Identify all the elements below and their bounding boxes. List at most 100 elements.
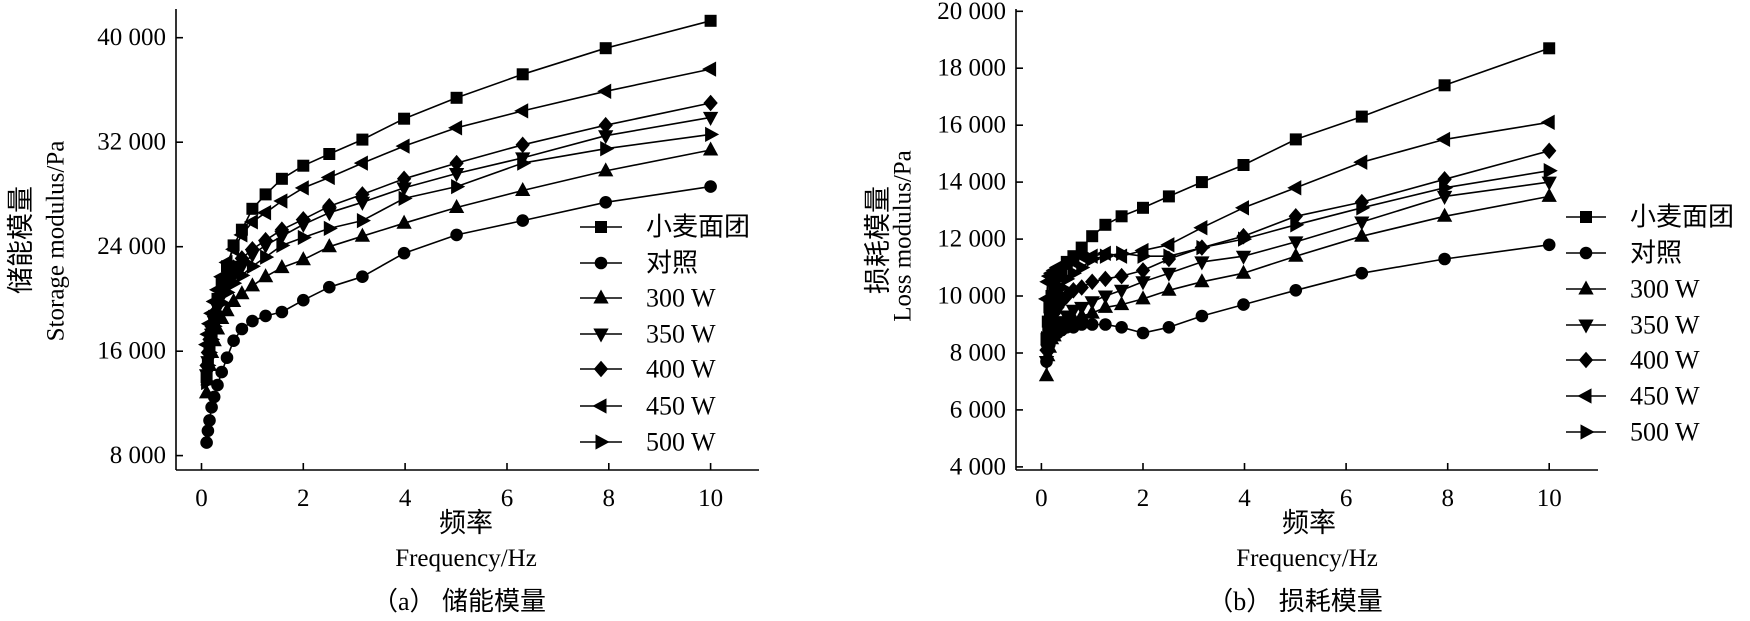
data-point-circle: [323, 280, 336, 294]
data-point-triangle-up: [274, 259, 290, 274]
data-point-triangle-up: [702, 141, 719, 156]
data-point-triangle-right: [705, 126, 720, 143]
data-point-triangle-down: [1059, 310, 1075, 325]
data-point-square: [704, 14, 717, 27]
data-point-triangle-right: [517, 155, 532, 171]
data-point-triangle-down: [702, 111, 719, 126]
data-point-square: [275, 172, 288, 185]
data-point-diamond: [1098, 270, 1113, 288]
data-point-triangle-right: [1137, 248, 1152, 264]
legend-marker-triangle-right: [595, 434, 610, 450]
data-point-triangle-down: [1097, 290, 1114, 305]
panel-b-loss-modulus: 0 2 4 6 8 10 4 000 6 000 8 000 10 000 12 000 14 000…: [863, 0, 1734, 616]
x-tick-label: 6: [501, 485, 514, 512]
data-point-diamond: [703, 94, 718, 112]
data-point-triangle-right: [1543, 163, 1558, 179]
data-point-diamond: [598, 116, 613, 134]
data-point-triangle-left: [257, 205, 272, 221]
data-point-triangle-down: [1084, 296, 1100, 311]
x-tick-label: 10: [698, 485, 723, 512]
legend-label: 小麦面团: [646, 213, 750, 242]
data-point-triangle-left: [1287, 180, 1302, 196]
data-point-square: [1438, 79, 1451, 92]
data-point-triangle-left: [1234, 200, 1249, 216]
data-point-square: [356, 133, 369, 146]
legend-marker-square: [595, 221, 607, 233]
data-point-triangle-left: [1540, 114, 1555, 130]
data-point-triangle-right: [1076, 259, 1091, 276]
data-point-diamond: [322, 197, 337, 215]
data-point-circle: [1542, 238, 1556, 252]
legend-label: 对照: [1630, 239, 1682, 268]
data-point-square: [1543, 42, 1556, 55]
data-point-triangle-right: [451, 178, 466, 195]
legend-marker-square: [1580, 211, 1592, 223]
data-point-triangle-up: [321, 238, 337, 253]
data-point-triangle-left: [320, 169, 335, 186]
data-point-diamond: [1039, 341, 1054, 359]
data-point-circle: [215, 365, 228, 379]
data-point-diamond: [274, 221, 290, 238]
legend-marker-triangle-down: [1578, 319, 1594, 334]
legend-label: 400 W: [1630, 346, 1700, 375]
data-point-triangle-right: [206, 331, 221, 348]
legend-marker-triangle-up: [593, 289, 609, 304]
legend-label: 450 W: [1630, 382, 1700, 411]
legend-label: 450 W: [646, 392, 716, 421]
data-point-square: [1099, 218, 1112, 231]
x-tick-label: 2: [297, 485, 310, 512]
data-point-square: [516, 68, 529, 81]
data-point-triangle-down: [1194, 256, 1210, 271]
y-axis-title: Loss modulus/Pa: [890, 150, 917, 322]
data-point-circle: [297, 293, 310, 307]
data-point-square: [1115, 210, 1128, 223]
data-point-triangle-right: [1356, 200, 1371, 216]
data-point-triangle-left: [1353, 154, 1368, 170]
legend-marker-diamond: [593, 360, 609, 378]
data-point-triangle-left: [225, 241, 240, 257]
data-point-triangle-left: [233, 227, 248, 243]
data-point-circle: [1237, 298, 1250, 311]
data-point-circle: [704, 180, 717, 193]
x-tick-label: 8: [1441, 485, 1454, 512]
data-point-circle: [1289, 284, 1303, 297]
data-point-triangle-left: [273, 193, 288, 209]
y-tick-label: 12 000: [937, 226, 1006, 253]
data-point-triangle-right: [1099, 248, 1114, 264]
data-point-triangle-up: [1113, 296, 1130, 311]
data-point-circle: [397, 246, 411, 260]
data-point-diamond: [258, 231, 273, 249]
data-point-triangle-right: [1163, 248, 1178, 264]
data-point-diamond: [296, 211, 311, 228]
data-point-triangle-up: [198, 384, 215, 399]
data-point-triangle-down: [1288, 236, 1304, 251]
x-tick-label: 4: [1238, 485, 1251, 512]
data-point-triangle-up: [244, 277, 261, 292]
data-point-triangle-right: [1196, 239, 1211, 256]
data-point-circle: [201, 424, 215, 438]
data-point-triangle-down: [1074, 301, 1090, 316]
data-point-diamond: [355, 186, 370, 203]
data-point-circle: [356, 270, 369, 284]
data-point-triangle-right: [208, 318, 223, 334]
data-point-triangle-down: [1065, 304, 1082, 319]
data-point-circle: [1099, 318, 1112, 331]
data-point-triangle-up: [1354, 227, 1370, 242]
x-tick-label: 8: [603, 485, 616, 512]
data-point-square: [398, 112, 411, 125]
legend-label: 350 W: [1630, 311, 1700, 340]
data-point-triangle-up: [354, 227, 371, 242]
data-point-triangle-right: [201, 374, 216, 391]
legend-label: 小麦面团: [1630, 203, 1734, 232]
data-point-triangle-right: [1290, 217, 1305, 233]
data-point-square: [297, 159, 310, 172]
data-point-circle: [200, 436, 213, 449]
data-point-triangle-left: [514, 103, 529, 119]
data-point-triangle-right: [1116, 245, 1131, 261]
data-point-circle: [1162, 321, 1176, 334]
y-axis-title-cn: 损耗模量: [863, 186, 893, 294]
legend-marker-circle: [1579, 246, 1593, 260]
data-point-triangle-down: [1235, 250, 1252, 265]
